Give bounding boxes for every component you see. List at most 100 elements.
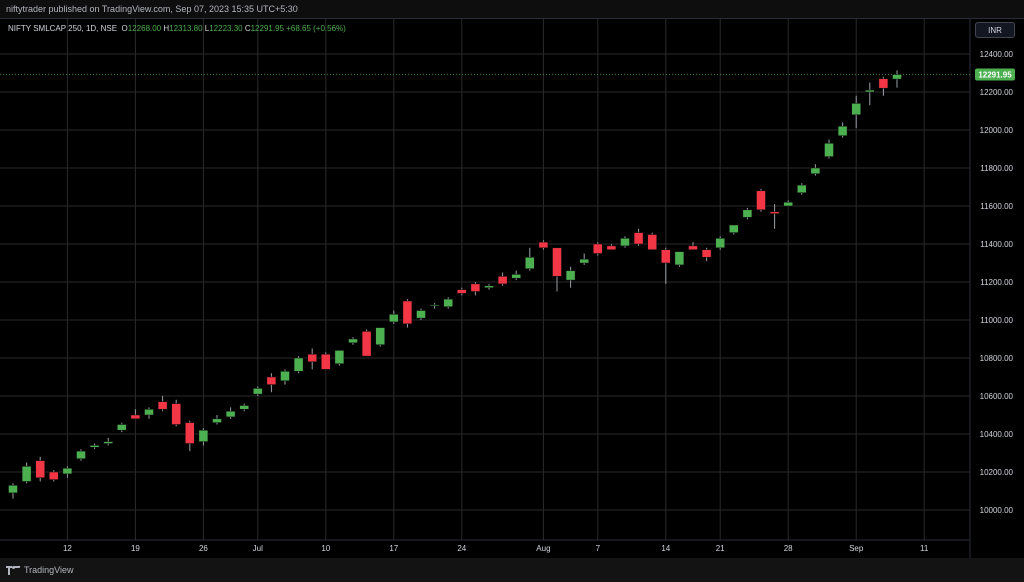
candle-down: [593, 243, 603, 254]
candle-up: [198, 429, 209, 442]
candle-down: [878, 78, 889, 89]
candle-up: [375, 327, 385, 345]
candle-up: [21, 466, 32, 482]
candle-down: [402, 300, 413, 325]
candle-up: [837, 125, 848, 136]
y-tick-label: 10800.00: [980, 354, 1014, 363]
symbol-name: NIFTY SMLCAP 250, 1D, NSE: [8, 24, 118, 33]
candle-down: [266, 376, 277, 385]
candle-up: [565, 270, 576, 281]
candle-down: [321, 353, 331, 370]
x-tick-label: Sep: [849, 544, 864, 553]
x-tick-label: 26: [199, 544, 208, 553]
y-tick-label: 12000.00: [980, 126, 1014, 135]
candle-up: [225, 410, 236, 418]
candle-down: [647, 234, 657, 250]
tradingview-logo[interactable]: TradingView: [6, 565, 74, 575]
candle-up: [348, 338, 358, 344]
y-tick-label: 10400.00: [980, 430, 1014, 439]
candle-up: [144, 409, 154, 416]
candle-up: [620, 238, 630, 247]
candle-up: [484, 285, 494, 288]
candle-up: [810, 167, 821, 174]
y-tick-label: 12200.00: [980, 88, 1014, 97]
candle-up: [253, 388, 263, 395]
candle-up: [715, 238, 725, 249]
candlestick-chart[interactable]: 10000.00 10200.00 10400.00 10600.00 10800.00…: [0, 0, 1024, 558]
candle-up: [729, 224, 739, 233]
last-price-label: 12291.95: [978, 71, 1012, 80]
candle-up: [117, 424, 127, 431]
last-price-badge: [975, 68, 1015, 81]
open-value: 12268.00: [127, 24, 162, 33]
candle-up: [8, 485, 18, 494]
candle-up: [742, 209, 753, 218]
candle-down: [157, 401, 168, 410]
candle-up: [525, 257, 535, 269]
candle-up: [851, 103, 861, 116]
footer: TradingView: [0, 558, 1024, 582]
tradingview-logo-icon: [6, 565, 21, 575]
candle-down: [35, 460, 45, 478]
y-tick-label: 11800.00: [980, 164, 1013, 173]
candle-up: [865, 89, 875, 93]
candle-down: [633, 232, 644, 245]
candle-down: [497, 276, 508, 285]
candle-up: [824, 143, 834, 157]
open-label: O: [121, 24, 128, 33]
candle-down: [661, 249, 671, 264]
high-label: H: [163, 24, 170, 33]
candle-up: [280, 371, 290, 382]
x-tick-label: 14: [661, 544, 670, 553]
x-tick-label: 28: [784, 544, 793, 553]
candle-down: [171, 403, 181, 425]
candle-up: [62, 467, 73, 475]
candle-up: [892, 74, 902, 80]
x-tick-label: 21: [716, 544, 725, 553]
candle-up: [443, 298, 453, 307]
change-value: +68.65 (+0.56%): [286, 24, 346, 33]
x-tick-label: 7: [596, 544, 601, 553]
y-tick-label: 10000.00: [980, 506, 1014, 515]
x-tick-label: Jul: [253, 544, 263, 553]
low-label: L: [204, 24, 210, 33]
candle-down: [701, 249, 712, 258]
candle-down: [457, 289, 467, 294]
candle-up: [579, 258, 589, 264]
candle-down: [470, 283, 481, 292]
candle-down: [538, 241, 549, 249]
x-tick-label: 11: [920, 544, 929, 553]
y-tick-label: 12400.00: [980, 50, 1014, 59]
close-label: C: [244, 24, 251, 33]
y-tick-label: 11400.00: [980, 240, 1013, 249]
candle-up: [103, 441, 113, 444]
y-tick-label: 11200.00: [980, 278, 1013, 287]
candle-up: [334, 350, 345, 364]
candle-up: [797, 184, 807, 193]
top-bar: niftytrader published on TradingView.com…: [0, 0, 1024, 18]
close-value: 12291.95: [250, 24, 284, 33]
y-tick-label: 10600.00: [980, 392, 1014, 401]
y-tick-label: 11600.00: [980, 202, 1013, 211]
candle-down: [130, 414, 141, 420]
x-tick-label: 10: [321, 544, 330, 553]
y-tick-label: 11000.00: [980, 316, 1013, 325]
candle-up: [674, 251, 685, 266]
candle-up: [76, 450, 86, 459]
candle-down: [49, 471, 59, 480]
candle-up: [89, 445, 100, 448]
candle-down: [307, 353, 317, 363]
candle-up: [416, 310, 426, 319]
candle-down: [185, 422, 195, 444]
low-value: 12223.30: [209, 24, 243, 33]
candle-up: [239, 405, 249, 410]
published-info: niftytrader published on TradingView.com…: [6, 4, 298, 14]
candle-up: [212, 418, 222, 423]
candle-up: [293, 357, 304, 372]
currency-button[interactable]: INR: [975, 22, 1015, 38]
candle-down: [606, 245, 617, 250]
high-value: 12313.80: [169, 24, 203, 33]
symbol-legend: NIFTY SMLCAP 250, 1D, NSE O12268.00 H123…: [8, 24, 346, 33]
y-tick-label: 10200.00: [980, 468, 1014, 477]
candle-up: [511, 274, 521, 279]
